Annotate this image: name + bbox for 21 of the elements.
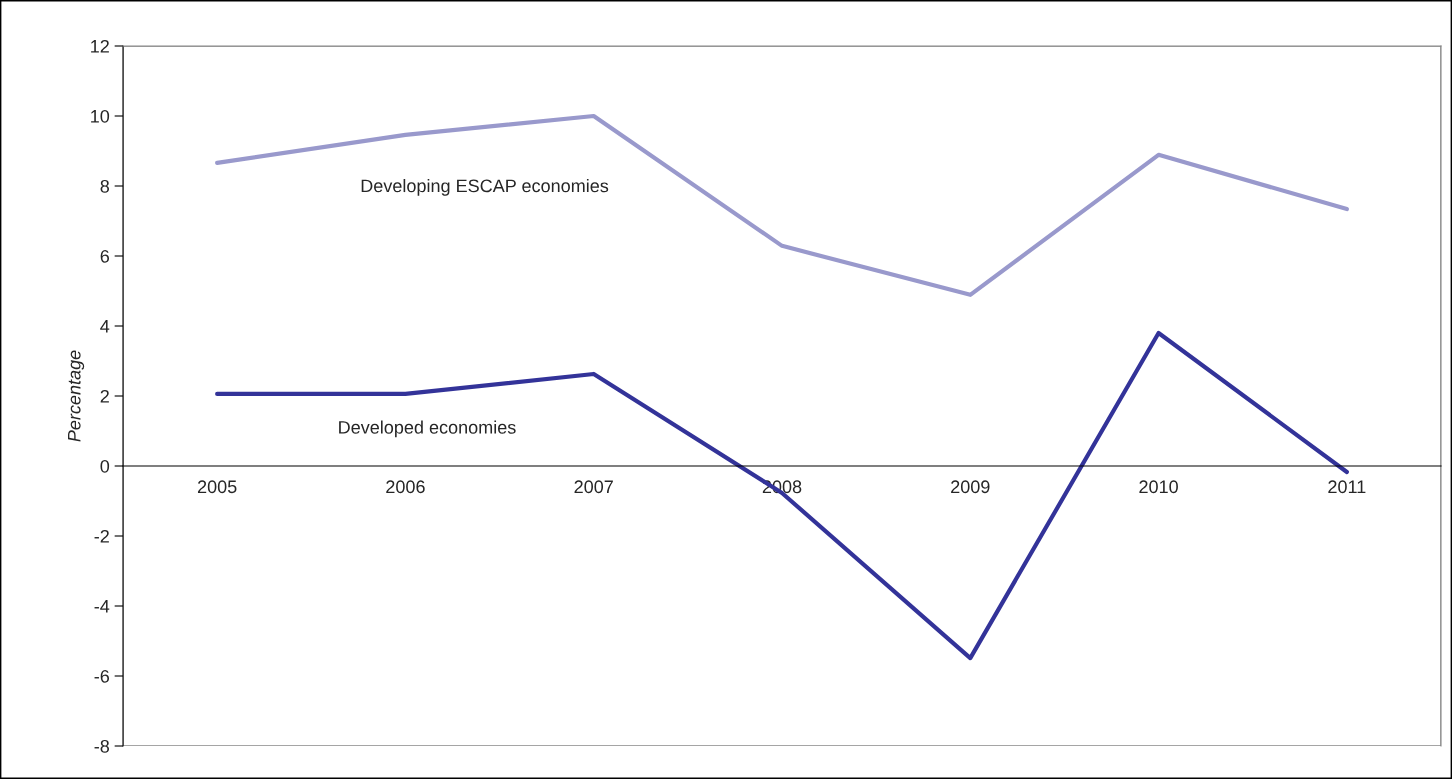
x-tick-label: 2005 (197, 480, 237, 494)
y-tick-label: 10 (91, 109, 110, 123)
y-tick-label: -4 (94, 600, 110, 613)
y-tick-label: 4 (100, 320, 110, 333)
x-tick-label: 2010 (1139, 480, 1178, 494)
y-tick-label: -2 (94, 529, 109, 543)
x-tick-label: 2009 (951, 480, 990, 494)
x-tick-label: 2006 (386, 480, 425, 494)
x-tick-label: 2011 (1328, 480, 1366, 494)
y-tick-label: 2 (100, 389, 109, 403)
y-tick-label: 12 (91, 39, 109, 53)
y-tick-label: 6 (100, 249, 110, 263)
text: Developing ESCAP economies (361, 178, 609, 196)
y-tick-label: -6 (94, 669, 110, 683)
series-label: Developed economies (339, 420, 516, 438)
x-tick-label: 2007 (574, 480, 613, 494)
y-axis-title: Percentage (68, 350, 85, 442)
y-tick-label: 0 (100, 459, 110, 473)
line-series (215, 113, 1349, 297)
y-tick-label: 8 (100, 179, 110, 193)
y-tick-label: -8 (94, 739, 110, 753)
